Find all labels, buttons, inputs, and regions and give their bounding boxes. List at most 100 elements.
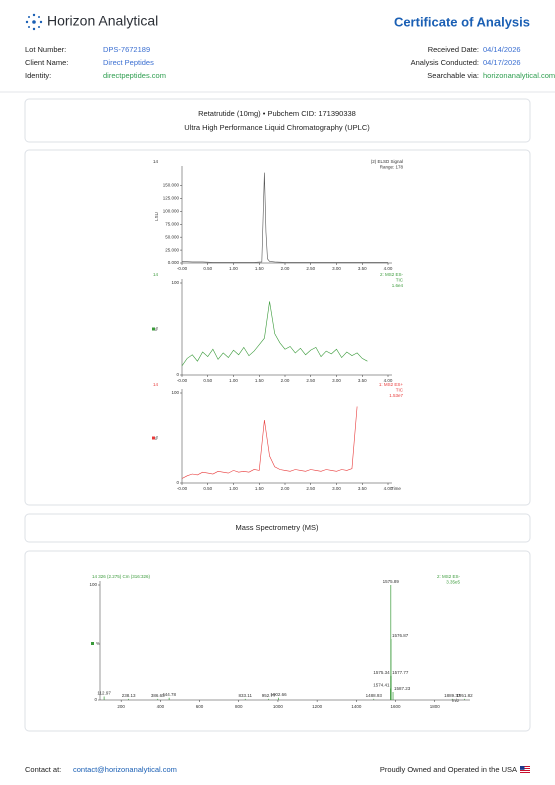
x-tick-label: 800 bbox=[235, 704, 243, 709]
x-tick-label: 1.50 bbox=[255, 486, 264, 491]
legend-text: 1.53e7 bbox=[389, 393, 403, 398]
tagline: Proudly Owned and Operated in the USA bbox=[380, 765, 517, 774]
legend-text: Range: 178 bbox=[380, 165, 404, 170]
x-tick-label: 2.00 bbox=[281, 486, 290, 491]
peak-label: 1951.82 bbox=[456, 693, 473, 698]
peak-label: 1574.41 bbox=[373, 683, 390, 688]
x-tick-label: 1600 bbox=[391, 704, 402, 709]
contact-email[interactable]: contact@horizonanalytical.com bbox=[73, 765, 177, 774]
y-label: LSU bbox=[154, 212, 159, 221]
detail-label: Searchable via: bbox=[427, 71, 479, 80]
detail-value: directpeptides.com bbox=[103, 71, 166, 80]
ms-box bbox=[24, 550, 531, 732]
x-tick-label: 4.00 bbox=[384, 266, 393, 271]
trace bbox=[181, 406, 358, 479]
x-tick-label: 1.00 bbox=[229, 378, 238, 383]
brand: Horizon Analytical bbox=[47, 13, 158, 29]
x-tick-label: 2.50 bbox=[306, 486, 315, 491]
trace bbox=[181, 301, 368, 366]
detail-value: horizonanalytical.com bbox=[483, 71, 555, 80]
x-tick-label: 0.50 bbox=[203, 266, 212, 271]
legend-text: TIC bbox=[396, 388, 404, 393]
compound-name: Retatrutide (10mg) • Pubchem CID: 171390… bbox=[198, 109, 356, 118]
detail-value: 04/14/2026 bbox=[483, 45, 521, 54]
y-tick-label: 100 bbox=[171, 390, 179, 395]
x-tick-label: 0.50 bbox=[203, 378, 212, 383]
peak-label: 1488.93 bbox=[366, 693, 383, 698]
x-tick-label: 1.00 bbox=[229, 266, 238, 271]
us-flag bbox=[520, 766, 530, 773]
logo-icon bbox=[25, 13, 43, 31]
y-tick-label: 125.000 bbox=[163, 196, 180, 201]
y-tick-label: 25.000 bbox=[165, 247, 179, 252]
panel-id: 14 bbox=[153, 272, 159, 277]
method: Ultra High Performance Liquid Chromatogr… bbox=[184, 123, 370, 132]
detail-value: 04/17/2026 bbox=[483, 58, 521, 67]
y-label: % bbox=[96, 641, 100, 646]
x-tick-label: 3.50 bbox=[358, 486, 367, 491]
x-tick-label: 200 bbox=[117, 704, 125, 709]
y-tick-label: 100 bbox=[89, 582, 97, 587]
y-tick-label: 50.000 bbox=[165, 234, 179, 239]
trace bbox=[181, 172, 388, 263]
marker bbox=[152, 436, 155, 440]
detail-label: Analysis Conducted: bbox=[411, 58, 479, 67]
doc-title: Certificate of Analysis bbox=[394, 14, 530, 29]
y-tick-label: 100 bbox=[171, 280, 179, 285]
panel-id: 14 bbox=[153, 382, 159, 387]
x-tick-label: 1.50 bbox=[255, 266, 264, 271]
peak-label: 833.11 bbox=[239, 693, 253, 698]
x-tick-label: 1400 bbox=[351, 704, 362, 709]
peak-label: 1577.77 bbox=[392, 670, 409, 675]
legend-text: 2: MS2 ES- bbox=[437, 574, 461, 579]
legend-text: (2) ELSD Signal bbox=[371, 159, 403, 164]
x-tick-label: 3.50 bbox=[358, 266, 367, 271]
panel-id: 14 bbox=[153, 159, 159, 164]
contact-label: Contact at: bbox=[25, 765, 61, 774]
legend-text: TIC bbox=[396, 278, 404, 283]
peak-label: 1575.89 bbox=[383, 579, 400, 584]
detail-label: Identity: bbox=[25, 71, 51, 80]
x-tick-label: 4.00 bbox=[384, 486, 393, 491]
x-tick-label: 2.50 bbox=[306, 266, 315, 271]
y-tick-label: 0 bbox=[176, 372, 179, 377]
y-tick-label: 150.000 bbox=[163, 183, 180, 188]
x-tick-label: 400 bbox=[157, 704, 165, 709]
x-tick-label: 1.00 bbox=[229, 486, 238, 491]
peak-label: 952.77 bbox=[262, 693, 276, 698]
y-tick-label: 0 bbox=[176, 480, 179, 485]
x-tick-label: 2.50 bbox=[306, 378, 315, 383]
ms-header: 14 326 (2.275) Cm (316:326) bbox=[92, 574, 151, 579]
peak-label: 1002.66 bbox=[270, 692, 287, 697]
ms-title-box bbox=[24, 513, 531, 543]
x-tick-label: 2.00 bbox=[281, 378, 290, 383]
x-tick-label: 2.00 bbox=[281, 266, 290, 271]
legend-text: 1.6e4 bbox=[392, 283, 404, 288]
y-tick-label: 75.000 bbox=[165, 221, 179, 226]
x-label: m/z bbox=[452, 698, 460, 703]
x-tick-label: 4.00 bbox=[384, 378, 393, 383]
x-tick-label: 3.00 bbox=[332, 378, 341, 383]
x-tick-label: 3.50 bbox=[358, 378, 367, 383]
ms-title: Mass Spectrometry (MS) bbox=[236, 523, 319, 532]
y-label: % bbox=[154, 436, 159, 440]
peak-label: 238.13 bbox=[122, 693, 136, 698]
marker bbox=[91, 642, 94, 645]
detail-value: DPS-7672189 bbox=[103, 45, 150, 54]
peak-label: 386.63 bbox=[151, 693, 165, 698]
x-tick-label: 1200 bbox=[312, 704, 323, 709]
detail-label: Lot Number: bbox=[25, 45, 66, 54]
marker bbox=[152, 327, 155, 331]
peak-label: 1889.37 bbox=[444, 693, 461, 698]
peak-label: 1587.23 bbox=[394, 686, 411, 691]
x-tick-label: -0.00 bbox=[177, 486, 188, 491]
x-tick-label: -0.00 bbox=[177, 266, 188, 271]
x-tick-label: 600 bbox=[196, 704, 204, 709]
x-tick-label: 1.50 bbox=[255, 378, 264, 383]
peak-label: 1576.87 bbox=[392, 633, 409, 638]
x-tick-label: 0.50 bbox=[203, 486, 212, 491]
legend-text: 3.35e5 bbox=[446, 580, 460, 585]
legend-text: 1: MS2 ES+ bbox=[379, 382, 404, 387]
